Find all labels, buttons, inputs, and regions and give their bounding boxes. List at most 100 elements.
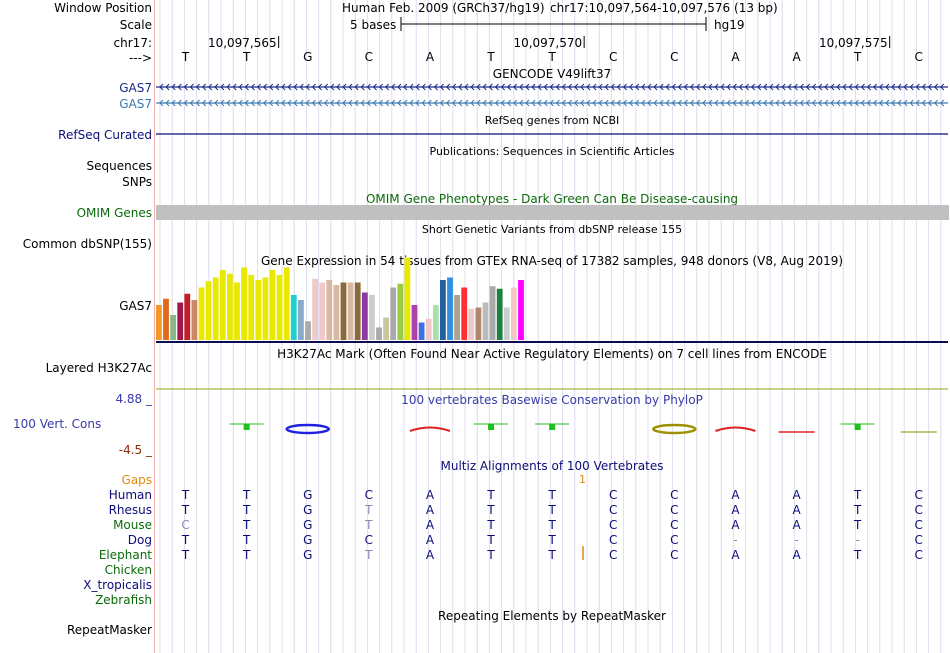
aligned-base: C xyxy=(670,533,679,547)
aligned-base: T xyxy=(853,518,862,532)
base-letter: T xyxy=(853,50,862,64)
dbsnp-label[interactable]: Common dbSNP(155) xyxy=(22,237,152,251)
gtex-bar xyxy=(312,278,318,340)
sequences-label[interactable]: Sequences xyxy=(86,159,152,173)
species-label[interactable]: Mouse xyxy=(113,518,152,532)
gtex-bar xyxy=(333,285,340,340)
gtex-bar xyxy=(234,282,240,340)
base-letter: C xyxy=(670,50,679,64)
species-label[interactable]: Human xyxy=(108,488,152,502)
gtex-bar xyxy=(354,282,361,340)
aligned-base: C xyxy=(914,533,923,547)
base-letter: C xyxy=(914,50,923,64)
repeatmasker-label[interactable]: RepeatMasker xyxy=(66,623,152,637)
scale-text: 5 bases xyxy=(350,18,397,32)
aligned-base: T xyxy=(487,533,495,547)
aligned-base: T xyxy=(853,488,862,502)
phylop-label[interactable]: 100 Vert. Cons xyxy=(13,417,102,431)
ruler-tick-label: 10,097,575 xyxy=(818,36,888,50)
base-letter: A xyxy=(425,50,435,64)
gtex-bar xyxy=(461,287,468,340)
gtex-bar xyxy=(248,275,255,340)
aligned-base: - xyxy=(733,533,738,547)
aligned-base: A xyxy=(792,503,801,517)
refseq-label[interactable]: RefSeq Curated xyxy=(58,128,152,142)
gtex-bar xyxy=(305,321,311,340)
h3k27ac-label[interactable]: Layered H3K27Ac xyxy=(45,361,152,375)
gtex-bar xyxy=(418,322,425,340)
base-letter: T xyxy=(548,50,556,64)
aligned-base: T xyxy=(242,548,251,562)
aligned-base: C xyxy=(914,503,923,517)
omim-label[interactable]: OMIM Genes xyxy=(76,206,152,220)
aligned-base: C xyxy=(609,533,618,547)
species-label[interactable]: Rhesus xyxy=(108,503,152,517)
base-letter: T xyxy=(487,50,495,64)
gtex-bar xyxy=(347,282,354,340)
phylop-mark xyxy=(243,424,250,430)
aligned-base: C xyxy=(670,488,679,502)
gtex-bar xyxy=(205,281,212,340)
gtex-bar xyxy=(361,292,368,340)
h3k27ac-title[interactable]: H3K27Ac Mark (Often Found Near Active Re… xyxy=(277,347,827,361)
gaps-value: 1 xyxy=(579,473,586,486)
gencode-title[interactable]: GENCODE V49lift37 xyxy=(492,67,612,81)
aligned-base: A xyxy=(792,548,801,562)
gtex-bar xyxy=(369,295,375,340)
aligned-base: A xyxy=(425,518,435,532)
species-label[interactable]: Elephant xyxy=(98,548,152,562)
refseq-title[interactable]: RefSeq genes from NCBI xyxy=(484,114,620,127)
gtex-bar xyxy=(269,270,276,340)
gtex-bar xyxy=(454,295,460,340)
position-text[interactable]: chr17:10,097,564-10,097,576 (13 bp) xyxy=(550,1,778,15)
gtex-bar xyxy=(319,282,326,340)
aligned-base: A xyxy=(731,503,740,517)
gtex-bar xyxy=(440,280,446,340)
gtex-bar xyxy=(170,315,176,340)
aligned-base: C xyxy=(670,503,679,517)
dbsnp-title[interactable]: Short Genetic Variants from dbSNP releas… xyxy=(421,223,683,236)
aligned-base: C xyxy=(609,503,618,517)
gtex-label[interactable]: GAS7 xyxy=(119,299,152,313)
gencode-gene-label-1[interactable]: GAS7 xyxy=(119,81,152,95)
gaps-label[interactable]: Gaps xyxy=(121,473,152,487)
gtex-bar xyxy=(262,277,269,340)
aligned-base: A xyxy=(425,548,435,562)
phylop-mark xyxy=(854,424,861,430)
aligned-base: C xyxy=(609,548,618,562)
species-label[interactable]: Chicken xyxy=(104,563,152,577)
species-label[interactable]: Dog xyxy=(127,533,152,547)
strand-label: ---> xyxy=(128,51,152,65)
gtex-bar xyxy=(404,257,411,340)
gtex-bar xyxy=(326,280,333,340)
aligned-base: T xyxy=(548,503,556,517)
base-letter: T xyxy=(242,50,251,64)
snps-label[interactable]: SNPs xyxy=(122,175,152,189)
gtex-bar xyxy=(503,307,510,340)
aligned-base: C xyxy=(670,518,679,532)
gtex-bar xyxy=(227,273,233,340)
phylop-mark xyxy=(409,426,451,432)
aligned-base: A xyxy=(792,488,801,502)
aligned-base: T xyxy=(181,488,190,502)
gtex-bar xyxy=(425,318,432,340)
aligned-base: T xyxy=(853,548,862,562)
aligned-base: C xyxy=(914,488,923,502)
species-label[interactable]: X_tropicalis xyxy=(83,578,152,592)
phylop-mark xyxy=(715,426,756,432)
phylop-mark xyxy=(549,424,556,430)
gencode-gene-1-arrows xyxy=(159,83,945,91)
aligned-base: T xyxy=(242,503,251,517)
repeatmasker-title[interactable]: Repeating Elements by RepeatMasker xyxy=(438,609,666,623)
gtex-bar xyxy=(340,282,347,340)
species-label[interactable]: Zebrafish xyxy=(95,593,152,607)
multiz-title[interactable]: Multiz Alignments of 100 Vertebrates xyxy=(440,459,664,473)
aligned-base: T xyxy=(487,503,495,517)
aligned-base: T xyxy=(548,548,556,562)
aligned-base: A xyxy=(731,518,740,532)
gencode-gene-label-2[interactable]: GAS7 xyxy=(119,97,152,111)
phylop-title[interactable]: 100 vertebrates Basewise Conservation by… xyxy=(401,393,703,407)
omim-title[interactable]: OMIM Gene Phenotypes - Dark Green Can Be… xyxy=(365,192,739,206)
publications-title[interactable]: Publications: Sequences in Scientific Ar… xyxy=(429,145,675,158)
aligned-base: T xyxy=(181,533,190,547)
